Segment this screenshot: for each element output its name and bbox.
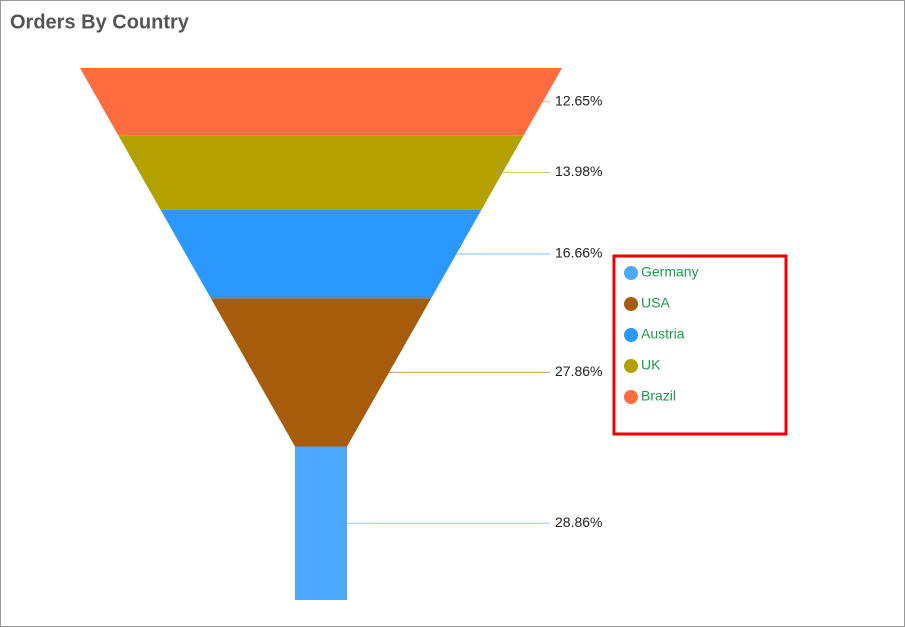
data-label: 13.98% [555, 163, 602, 179]
legend-highlight [612, 254, 788, 436]
funnel-segment [210, 298, 432, 447]
data-label: 27.86% [555, 363, 602, 379]
funnel-segment [80, 68, 562, 136]
legend-marker[interactable] [624, 359, 638, 373]
funnel-segment [160, 209, 482, 299]
funnel-segment [295, 446, 347, 600]
legend-label[interactable]: UK [641, 357, 661, 373]
legend-marker[interactable] [624, 390, 638, 404]
legend-label[interactable]: Brazil [641, 388, 676, 404]
chart-title: Orders By Country [10, 11, 190, 33]
legend-label[interactable]: Germany [641, 264, 699, 280]
data-label: 12.65% [555, 92, 602, 108]
data-label: 28.86% [555, 514, 602, 530]
legend-marker[interactable] [624, 266, 638, 280]
legend-marker[interactable] [624, 297, 638, 311]
funnel-segment [118, 135, 524, 210]
legend-marker[interactable] [624, 328, 638, 342]
legend-label[interactable]: USA [641, 295, 670, 311]
legend-label[interactable]: Austria [641, 326, 685, 342]
data-label: 16.66% [555, 245, 602, 261]
